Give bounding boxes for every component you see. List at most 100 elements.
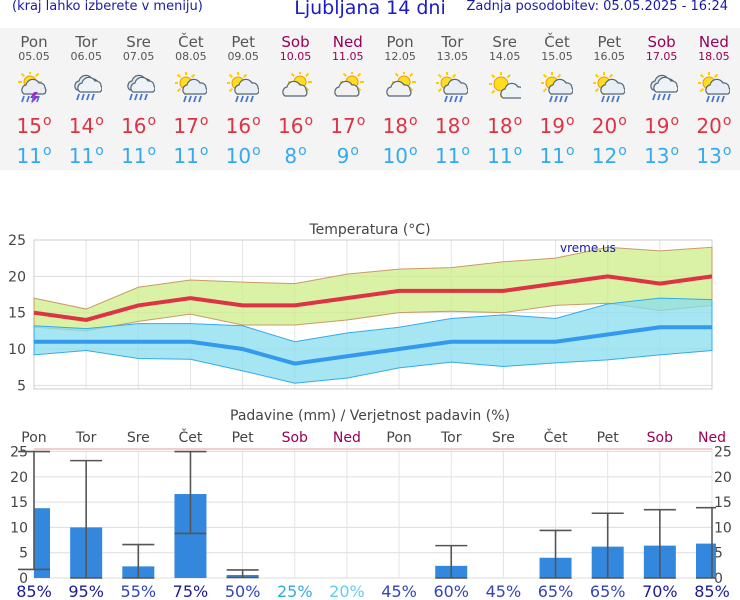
max-temperature: 17o (322, 114, 374, 138)
max-temperature-value: 18 (487, 114, 513, 138)
precipitation-bar (591, 546, 624, 578)
max-temperature-value: 20 (591, 114, 618, 138)
precipitation-probability: 65% (538, 582, 574, 600)
day-name: Pon (20, 33, 48, 51)
max-temperature-value: 16 (121, 114, 147, 138)
degree-mark: o (252, 113, 261, 130)
precipitation-probability: 60% (433, 582, 469, 600)
forecast-day: Sob 17.05 19o 13o (636, 28, 688, 170)
y-tick-label: 0 (19, 571, 28, 587)
temperature-chart-title: Temperatura (°C) (308, 222, 430, 238)
min-temperature-value: 9 (336, 144, 350, 168)
x-tick-label: Tor (75, 430, 97, 446)
degree-mark: o (298, 143, 307, 160)
y-tick-label: 15 (10, 495, 28, 511)
y-tick-label: 20 (8, 269, 26, 285)
day-name: Tor (441, 33, 464, 51)
max-temperature-band (33, 246, 713, 332)
degree-mark: o (722, 143, 732, 160)
watermark-link: vreme.us (560, 241, 616, 255)
precipitation-range-whisker (696, 506, 716, 579)
precipitation-probability: 45% (486, 582, 522, 600)
precipitation-bar (696, 543, 716, 578)
precipitation-probability: 55% (121, 582, 157, 600)
day-name: Pet (597, 33, 622, 51)
degree-mark: o (42, 143, 52, 160)
max-temperature: 15o (8, 114, 60, 138)
max-temperature-value: 15 (16, 114, 42, 138)
precipitation-bar (174, 494, 207, 578)
max-temperature-value: 16 (277, 114, 304, 138)
precipitation-range-whisker (174, 450, 207, 535)
degree-mark: o (199, 143, 209, 160)
day-name: Sre (126, 33, 151, 51)
precipitation-range-whisker (70, 459, 103, 579)
precipitation-probability: 85% (694, 582, 730, 600)
min-temperature: 11o (113, 144, 165, 168)
y-tick-label: 10 (10, 520, 28, 536)
day-name: Tor (75, 33, 98, 51)
last-updated: Zadnja posodobitev: 05.05.2025 - 16:24 (466, 0, 728, 14)
day-name: Sre (492, 33, 517, 51)
min-temperature: 11o (165, 144, 217, 168)
min-temperature: 10o (374, 144, 426, 168)
precipitation-probability: 75% (173, 582, 209, 600)
max-temperature: 20o (688, 114, 740, 138)
day-name: Ned (332, 33, 363, 51)
min-temperature-band (33, 297, 713, 384)
min-temperature-value: 11 (68, 144, 95, 168)
min-temperature-line (34, 325, 712, 366)
min-temperature: 11o (479, 144, 531, 168)
y-tick-label: 25 (10, 445, 28, 461)
y-tick-label: 25 (8, 233, 26, 249)
sun-cloud-rain-icon (696, 71, 731, 104)
y-tick-label: 15 (8, 306, 26, 322)
day-date: 13.05 (436, 50, 469, 63)
precipitation-chart-title: Padavine (mm) / Verjetnost padavin (%) (230, 408, 510, 424)
day-date: 11.05 (332, 50, 364, 63)
precipitation-range-whisker (539, 529, 572, 579)
day-name: Sob (647, 33, 676, 51)
forecast-day: Sre 07.05 16o 11o (113, 28, 165, 170)
max-temperature: 17o (165, 114, 217, 138)
max-temperature: 14o (60, 114, 112, 138)
x-tick-label: Čet (179, 428, 203, 446)
day-name: Pet (231, 33, 255, 51)
degree-mark: o (618, 143, 627, 160)
precipitation-bar (539, 557, 572, 578)
max-temperature-value: 19 (644, 114, 670, 138)
x-tick-label: Sre (492, 430, 515, 446)
sun-cloud-rain-icon (226, 71, 260, 104)
max-temperature: 16o (217, 114, 269, 138)
forecast-day: Čet 15.05 19o 11o (531, 28, 583, 170)
precipitation-probability: 50% (225, 582, 261, 600)
max-temperature-value: 16 (225, 114, 252, 138)
sun-small-cloud-icon (487, 71, 526, 104)
x-tick-label: Sre (127, 430, 150, 446)
day-date: 05.05 (18, 50, 50, 63)
precipitation-bar (226, 574, 259, 578)
precipitation-probability: 20% (329, 582, 365, 600)
forecast-day: Sob 10.05 16o 8o (270, 28, 322, 170)
sun-cloud-rain-icon (173, 71, 208, 104)
sun-cloud-rain-icon (540, 71, 574, 104)
max-temperature-value: 17 (330, 114, 356, 138)
region-menu-link[interactable]: (kraj lahko izberete v meniju) (12, 0, 203, 14)
x-tick-label: Pon (21, 430, 46, 446)
forecast-day: Pon 05.05 15o 11o (8, 28, 60, 170)
precipitation-range-whisker (591, 512, 624, 579)
sun-cloud-icon (280, 70, 312, 104)
y-tick-label-right: 5 (714, 546, 723, 562)
y-tick-label-right: 10 (714, 520, 732, 536)
x-tick-label: Ned (333, 430, 361, 446)
precipitation-bar (122, 566, 155, 578)
day-date: 07.05 (122, 50, 155, 63)
x-tick-label: Sob (647, 430, 673, 446)
min-temperature: 9o (322, 144, 374, 168)
degree-mark: o (147, 113, 157, 130)
degree-mark: o (513, 113, 523, 130)
forecast-day: Ned 11.05 17o 9o (322, 28, 374, 170)
precipitation-range-whisker (18, 450, 50, 571)
max-temperature: 16o (113, 114, 165, 138)
min-temperature: 11o (426, 144, 478, 168)
